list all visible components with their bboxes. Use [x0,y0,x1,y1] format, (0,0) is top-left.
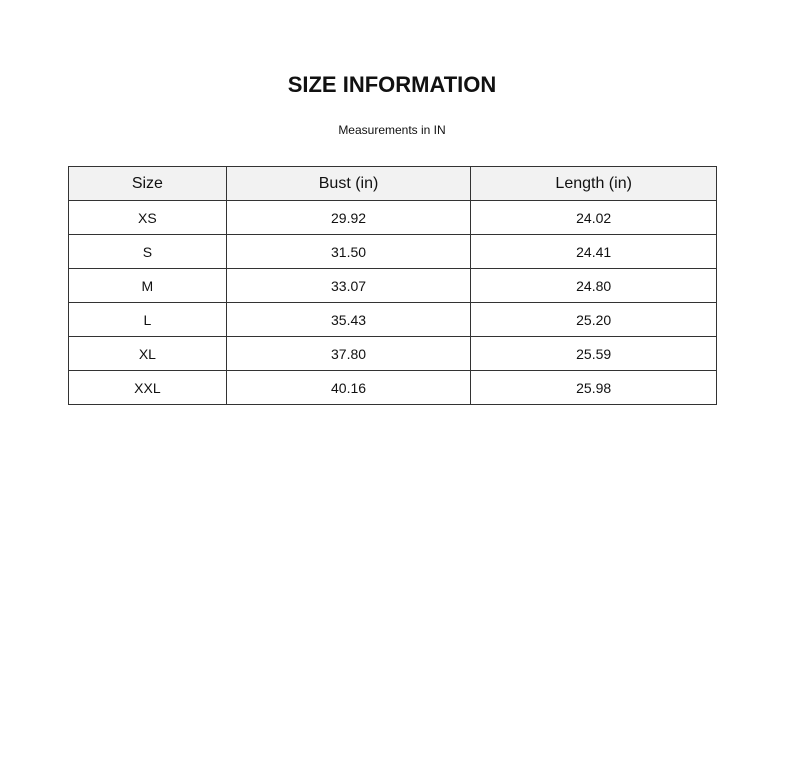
table-cell: 40.16 [225,370,472,405]
table-cell: 31.50 [225,234,472,269]
table-row: XL 37.80 25.59 [68,336,717,371]
table-cell: XS [68,200,227,235]
table-cell: 33.07 [225,268,472,303]
table-cell: XXL [68,370,227,405]
table-row: XXL 40.16 25.98 [68,370,717,405]
table-header-row: Size Bust (in) Length (in) [68,166,717,201]
column-header: Length (in) [470,166,717,201]
table-cell: S [68,234,227,269]
table-cell: 25.98 [470,370,717,405]
table-cell: 24.80 [470,268,717,303]
table-row: XS 29.92 24.02 [68,200,717,235]
table-cell: 25.59 [470,336,717,371]
table-cell: L [68,302,227,337]
size-table: Size Bust (in) Length (in) XS 29.92 24.02 S 31… [68,166,717,405]
table-cell: 37.80 [225,336,472,371]
table-row: L 35.43 25.20 [68,302,717,337]
page-subtitle: Measurements in IN [338,123,446,137]
page-title: SIZE INFORMATION [287,72,497,97]
table-cell: 35.43 [225,302,472,337]
table-cell: 24.41 [470,234,717,269]
column-header: Bust (in) [225,166,472,201]
table-row: S 31.50 24.41 [68,234,717,269]
table-row: M 33.07 24.80 [68,268,717,303]
table-cell: 25.20 [470,302,717,337]
table-cell: XL [68,336,227,371]
table-cell: 24.02 [470,200,717,235]
table-cell: M [68,268,227,303]
table-cell: 29.92 [225,200,472,235]
column-header: Size [68,166,227,201]
